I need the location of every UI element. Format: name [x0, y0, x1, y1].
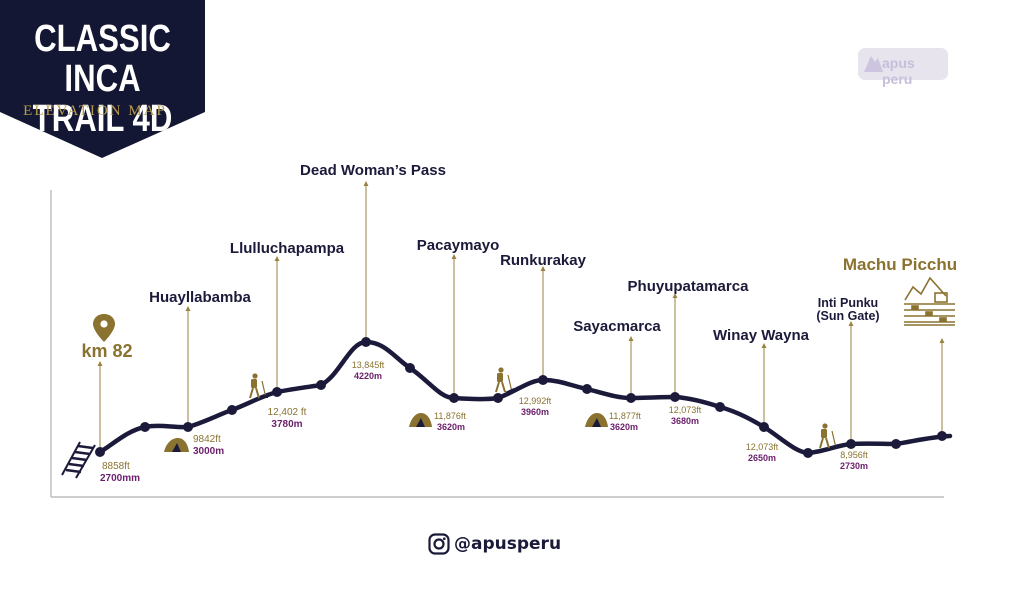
elevation-feet-phuyupatamarca: 12,073ft	[669, 405, 702, 415]
elevation-meters-pacaymayo: 3620m	[437, 422, 465, 432]
title-banner: CLASSIC INCA TRAIL 4D ELEVATION MAP	[0, 0, 205, 160]
landmark-name-huayllabamba: Huayllabamba	[149, 289, 251, 306]
elevation-meters-start: 2700mm	[100, 473, 140, 484]
elevation-feet-pacaymayo: 11,876ft	[434, 411, 466, 421]
elevation-meters-runkurakay: 3960m	[521, 407, 549, 417]
pointer-lines	[99, 184, 943, 452]
logo-text: apus peru	[882, 55, 915, 87]
trail-node-dead-womans-pass	[361, 337, 371, 347]
map-pin-icon	[93, 314, 115, 342]
trail-node	[316, 380, 326, 390]
tent-icon	[585, 413, 608, 427]
trail-node-pacaymayo	[449, 393, 459, 403]
arrowhead	[761, 343, 767, 348]
trail-node-runkurakay	[538, 375, 548, 385]
pointer-arrowheads	[97, 181, 945, 366]
tent-icon	[409, 413, 432, 427]
banner-shape	[0, 0, 205, 158]
trail-node-huayllabamba	[183, 422, 193, 432]
mountain-logo-icon	[864, 56, 883, 72]
trail-node	[582, 384, 592, 394]
trail-node	[803, 448, 813, 458]
elevation-labels: 8858ft 2700mm 9842ft 3000m 12,402 ft 378…	[100, 360, 868, 484]
trail-node-machu-picchu	[937, 431, 947, 441]
elevation-feet-dead-womans-pass: 13,845ft	[352, 360, 385, 370]
elevation-meters-dead-womans-pass: 4220m	[354, 371, 382, 381]
railway-track-icon	[61, 441, 96, 479]
hiker-icon	[819, 423, 838, 449]
finish-label: Machu Picchu	[843, 255, 957, 274]
tent-icon	[164, 438, 189, 452]
elevation-meters-inti-punku: 2730m	[840, 461, 868, 471]
trail-node-llulluchapampa	[272, 387, 282, 397]
trail-nodes	[95, 337, 947, 458]
arrowhead	[628, 336, 634, 341]
landmark-names: Huayllabamba Llulluchapampa Dead Woman’s…	[149, 162, 879, 344]
trail-node-inti-punku	[846, 439, 856, 449]
social-handle-row[interactable]: @apusperu	[428, 532, 561, 556]
banner-title-line2: INCA TRAIL 4D	[32, 58, 173, 140]
machu-picchu-ruins-icon	[904, 276, 955, 326]
elevation-feet-llulluchapampa: 12,402 ft	[268, 407, 307, 418]
apus-peru-logo: apus peru	[858, 48, 948, 87]
elevation-feet-winay-wayna: 12,073ft	[746, 442, 779, 452]
trail-node-phuyupatamarca	[670, 392, 680, 402]
trail-node-sayacmarca	[626, 393, 636, 403]
arrowhead	[848, 321, 854, 326]
start-label: km 82	[81, 341, 132, 361]
elevation-meters-winay-wayna: 2650m	[748, 453, 776, 463]
elevation-feet-inti-punku: 8,956ft	[840, 450, 868, 460]
arrowhead	[939, 338, 945, 343]
trail-node	[493, 393, 503, 403]
hiker-icon	[249, 373, 268, 399]
landmark-name-runkurakay: Runkurakay	[500, 252, 587, 269]
banner-subtitle: ELEVATION MAP	[23, 103, 167, 119]
hiker-icon	[495, 367, 514, 393]
arrowhead	[97, 361, 103, 366]
arrowhead	[451, 254, 457, 259]
trail-node-km82	[95, 447, 105, 457]
trail-node	[227, 405, 237, 415]
elevation-feet-sayacmarca: 11,877ft	[609, 411, 641, 421]
trail-node	[715, 402, 725, 412]
landmark-name-inti-punku: Inti Punku	[818, 296, 878, 310]
landmark-name-sayacmarca: Sayacmarca	[573, 318, 661, 335]
arrowhead	[363, 181, 369, 186]
arrowhead	[672, 293, 678, 298]
elevation-feet-runkurakay: 12,992ft	[519, 396, 552, 406]
arrowhead	[274, 256, 280, 261]
elevation-meters-llulluchapampa: 3780m	[271, 419, 302, 430]
social-handle-text[interactable]: @apusperu	[454, 534, 562, 554]
landmark-name-pacaymayo: Pacaymayo	[417, 237, 500, 254]
elevation-feet-huayllabamba: 9842ft	[193, 434, 221, 445]
elevation-meters-sayacmarca: 3620m	[610, 422, 638, 432]
arrowhead	[540, 266, 546, 271]
elevation-feet-start: 8858ft	[102, 461, 130, 472]
landmark-name-dead-womans-pass: Dead Woman’s Pass	[300, 162, 446, 179]
trail-node	[140, 422, 150, 432]
landmark-name-llulluchapampa: Llulluchapampa	[230, 240, 345, 257]
landmark-name-phuyupatamarca: Phuyupatamarca	[628, 278, 750, 295]
instagram-icon	[428, 533, 450, 555]
trail-node-winay-wayna	[759, 422, 769, 432]
banner-title-line1: CLASSIC	[34, 18, 171, 60]
elevation-meters-phuyupatamarca: 3680m	[671, 416, 699, 426]
trail-node	[405, 363, 415, 373]
landmark-name-winay-wayna: Winay Wayna	[713, 327, 810, 344]
arrowhead	[185, 306, 191, 311]
elevation-meters-huayllabamba: 3000m	[193, 446, 224, 457]
landmark-name-sun-gate: (Sun Gate)	[816, 309, 879, 323]
trail-node	[891, 439, 901, 449]
